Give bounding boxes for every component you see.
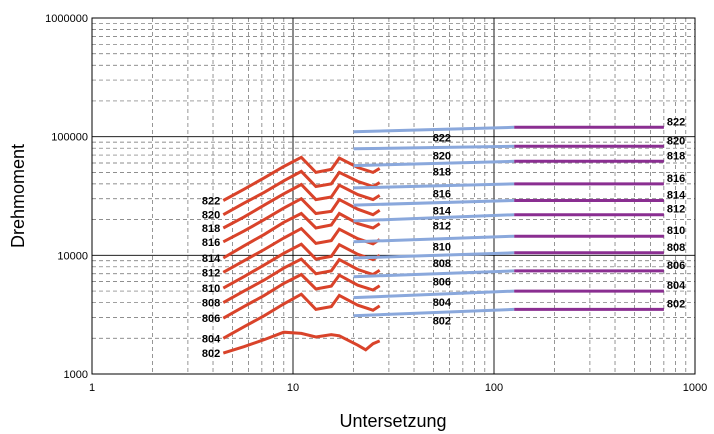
- series-816-right-label: 816: [667, 173, 685, 185]
- series-810-left-label: 810: [202, 283, 220, 295]
- series-810-mid-label: 810: [433, 242, 451, 254]
- y-tick-label: 10000: [57, 250, 88, 262]
- series-806-low-line: [222, 272, 381, 320]
- series-822-low-line: [222, 155, 381, 202]
- series-806: [222, 269, 664, 320]
- x-tick-label: 100: [485, 382, 503, 394]
- tick-layer: 1 10 100 1000 1000 10000 100000 1000000: [45, 13, 707, 394]
- series-804-mid-line: [353, 289, 515, 300]
- series-822-right-label: 822: [667, 116, 685, 128]
- series-810: [222, 234, 664, 290]
- series-layer: [222, 125, 664, 355]
- series-802-mid-label: 802: [433, 315, 451, 327]
- series-808-low-line: [222, 257, 381, 304]
- series-818-left-label: 818: [202, 223, 220, 235]
- series-814-low-line: [222, 211, 381, 260]
- series-820-low-line: [222, 169, 381, 217]
- series-816-low-line: [222, 196, 381, 244]
- series-812-right-label: 812: [667, 204, 685, 216]
- plot-area-frame: [91, 17, 696, 375]
- series-802-right-label: 802: [667, 298, 685, 310]
- series-806-mid-line: [353, 269, 515, 279]
- series-810-low-line: [222, 242, 381, 290]
- series-820-left-label: 820: [202, 210, 220, 222]
- series-820-mid-line: [353, 144, 515, 151]
- series-806-right-label: 806: [667, 260, 685, 272]
- series-808-mid-line: [353, 251, 515, 260]
- series-820: [222, 144, 664, 217]
- series-808-left-label: 808: [202, 298, 220, 310]
- grid: [92, 18, 695, 374]
- series-814: [222, 199, 664, 260]
- series-806-left-label: 806: [202, 313, 220, 325]
- series-818-mid-line: [353, 159, 515, 168]
- x-tick-label: 1000: [683, 382, 707, 394]
- y-axis-title: Drehmoment: [8, 144, 28, 248]
- series-804: [222, 289, 664, 340]
- series-816-mid-line: [353, 182, 515, 190]
- series-822-mid-label: 822: [433, 132, 451, 144]
- series-818-right-label: 818: [667, 150, 685, 162]
- y-tick-label: 1000000: [45, 13, 88, 25]
- series-818: [222, 159, 664, 230]
- series-812-mid-label: 812: [433, 220, 451, 232]
- series-814-mid-line: [353, 199, 515, 207]
- series-802-mid-line: [353, 307, 515, 318]
- x-axis-title: Untersetzung: [339, 411, 446, 431]
- series-804-mid-label: 804: [433, 297, 452, 309]
- series-816-left-label: 816: [202, 237, 220, 249]
- series-814-right-label: 814: [667, 189, 686, 201]
- series-816: [222, 182, 664, 244]
- series-804-left-label: 804: [202, 333, 221, 345]
- series-814-mid-label: 814: [433, 206, 452, 218]
- y-tick-label: 1000: [64, 369, 88, 381]
- series-818-mid-label: 818: [433, 166, 451, 178]
- series-802-low-line: [222, 330, 381, 355]
- series-812-left-label: 812: [202, 267, 220, 279]
- series-802: [222, 307, 664, 355]
- series-808: [222, 251, 664, 304]
- series-812-mid-line: [353, 213, 515, 223]
- series-810-mid-line: [353, 234, 515, 244]
- series-810-right-label: 810: [667, 225, 685, 237]
- series-806-mid-label: 806: [433, 277, 451, 289]
- series-812-low-line: [222, 226, 381, 274]
- series-822-left-label: 822: [202, 195, 220, 207]
- label-layer: 8228228228208208208188188188168168168148…: [202, 116, 686, 360]
- series-820-mid-label: 820: [433, 150, 451, 162]
- series-822-mid-line: [353, 125, 515, 134]
- series-808-right-label: 808: [667, 242, 685, 254]
- series-804-low-line: [222, 292, 381, 340]
- series-802-left-label: 802: [202, 348, 220, 360]
- series-822: [222, 125, 664, 202]
- x-tick-label: 1: [89, 382, 95, 394]
- series-808-mid-label: 808: [433, 258, 451, 270]
- y-tick-label: 100000: [51, 132, 88, 144]
- series-814-left-label: 814: [202, 253, 221, 265]
- series-818-low-line: [222, 182, 381, 230]
- series-804-right-label: 804: [667, 280, 686, 292]
- series-816-mid-label: 816: [433, 189, 451, 201]
- series-820-right-label: 820: [667, 135, 685, 147]
- x-tick-label: 10: [287, 382, 299, 394]
